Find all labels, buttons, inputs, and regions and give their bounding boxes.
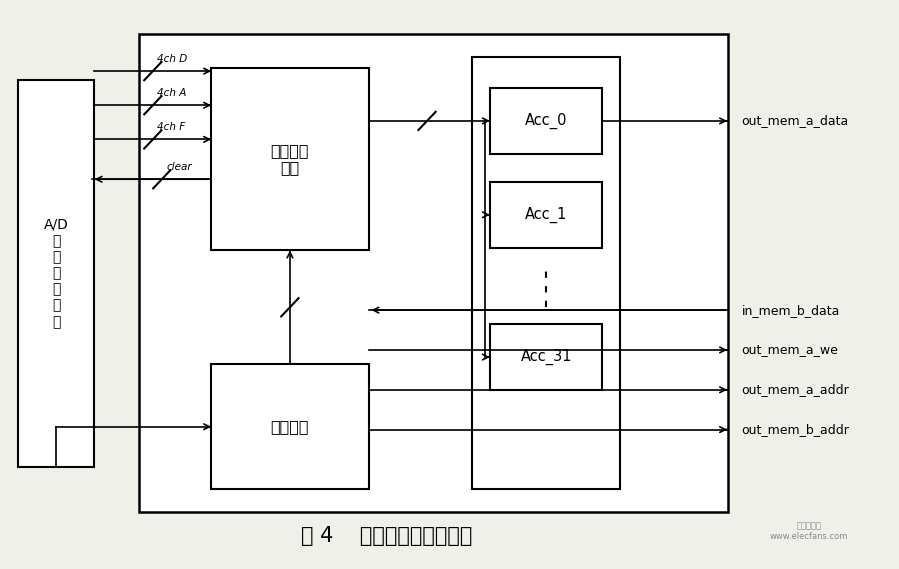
Text: out_mem_b_addr: out_mem_b_addr [742,423,850,436]
Text: A/D
缓
存
输
出
结
果: A/D 缓 存 输 出 结 果 [44,217,68,329]
Bar [490,88,602,154]
Text: 4ch A: 4ch A [157,88,187,98]
Bar [139,34,728,512]
Text: Acc_1: Acc_1 [525,207,567,223]
Text: Acc_31: Acc_31 [521,349,572,365]
Bar [490,182,602,248]
Text: 图 4    累加器单元结构框图: 图 4 累加器单元结构框图 [301,526,472,546]
Text: 4ch F: 4ch F [157,122,185,132]
Text: out_mem_a_addr: out_mem_a_addr [742,384,850,396]
Text: out_mem_a_data: out_mem_a_data [742,114,849,127]
Bar [490,324,602,390]
Text: 缓存选择
模块: 缓存选择 模块 [271,143,309,175]
Text: out_mem_a_we: out_mem_a_we [742,344,839,356]
Text: Acc_0: Acc_0 [525,113,567,129]
Bar [18,80,94,467]
Text: in_mem_b_data: in_mem_b_data [742,304,840,316]
Bar [211,364,369,489]
Text: clear: clear [166,162,192,172]
Text: 4ch D: 4ch D [157,53,188,64]
Text: 电子发烧友
www.elecfans.com: 电子发烧友 www.elecfans.com [770,521,849,541]
Bar [211,68,369,250]
Bar [472,57,620,489]
Text: 控制模块: 控制模块 [271,419,309,434]
